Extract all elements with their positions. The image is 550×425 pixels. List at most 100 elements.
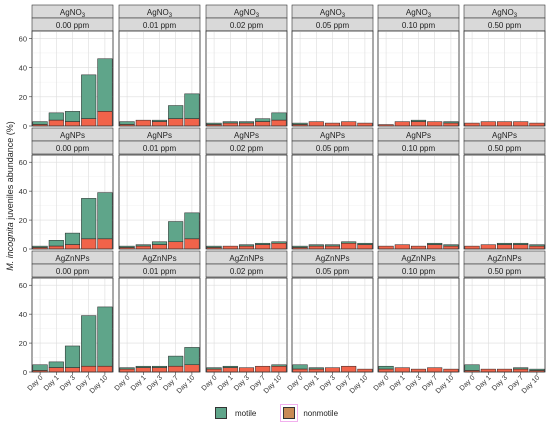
col-strip-label: 0.01 ppm bbox=[143, 144, 177, 153]
bar-nonmotile bbox=[513, 244, 529, 250]
panel-border bbox=[377, 154, 460, 250]
bar-nonmotile bbox=[255, 244, 271, 250]
bar-motile bbox=[32, 364, 48, 371]
panel: AgNO3 0.10 ppm bbox=[377, 4, 460, 127]
y-tick-label: 20 bbox=[19, 339, 27, 348]
bar-motile bbox=[378, 365, 394, 370]
bar-nonmotile bbox=[238, 122, 255, 127]
bar-nonmotile bbox=[151, 121, 168, 127]
panel-border bbox=[205, 30, 288, 127]
bar-nonmotile bbox=[324, 367, 341, 373]
row-strip-label: AgNO3 bbox=[492, 8, 518, 19]
col-strip bbox=[205, 263, 288, 278]
bar-nonmotile bbox=[151, 244, 168, 250]
col-strip-label: 0.10 ppm bbox=[402, 144, 436, 153]
bar-nonmotile bbox=[238, 245, 255, 250]
col-strip-label: 0.01 ppm bbox=[143, 267, 177, 276]
y-tick-label: 60 bbox=[19, 158, 27, 167]
col-strip bbox=[205, 140, 288, 155]
bar-motile bbox=[292, 364, 308, 370]
panel: AgZnNPs 0.50 ppm bbox=[463, 250, 546, 373]
bar-nonmotile bbox=[378, 245, 394, 250]
x-tick-label: Day 0 bbox=[27, 374, 45, 392]
x-tick-label: Day 0 bbox=[459, 374, 477, 392]
col-strip bbox=[118, 263, 201, 278]
x-tick-label: Day 0 bbox=[287, 374, 305, 392]
bar-nonmotile bbox=[48, 119, 64, 127]
x-tick-label: Day 3 bbox=[405, 374, 423, 392]
bar-nonmotile bbox=[513, 121, 529, 127]
col-strip-label: 0.02 ppm bbox=[230, 144, 264, 153]
bar-nonmotile bbox=[168, 118, 184, 127]
panel-border bbox=[31, 30, 114, 127]
bar-motile bbox=[48, 361, 64, 368]
chart-legend: motile nonmotile bbox=[0, 402, 550, 424]
bar-nonmotile bbox=[255, 365, 271, 373]
col-strip-label: 0.50 ppm bbox=[488, 144, 522, 153]
bar-nonmotile bbox=[271, 119, 287, 127]
col-strip-label: 0.05 ppm bbox=[316, 144, 350, 153]
bar-nonmotile bbox=[64, 244, 81, 250]
bar-nonmotile bbox=[443, 245, 459, 250]
panel-border bbox=[118, 30, 201, 127]
col-strip-label: 0.05 ppm bbox=[316, 267, 350, 276]
legend-label-nonmotile: nonmotile bbox=[303, 408, 339, 418]
bar-nonmotile bbox=[341, 121, 357, 127]
bar-nonmotile bbox=[496, 244, 513, 250]
bar-nonmotile bbox=[410, 368, 427, 373]
bar-motile bbox=[32, 121, 48, 125]
col-strip bbox=[118, 140, 201, 155]
x-tick-label: Day 10 bbox=[89, 374, 110, 395]
bar-nonmotile bbox=[308, 121, 324, 127]
y-tick-label: 20 bbox=[19, 216, 27, 225]
bar-nonmotile bbox=[222, 122, 238, 127]
bar-nonmotile bbox=[151, 367, 168, 373]
col-strip-label: 0.05 ppm bbox=[316, 21, 350, 30]
col-strip-label: 0.00 ppm bbox=[56, 21, 90, 30]
bar-motile bbox=[168, 105, 184, 119]
col-strip bbox=[377, 263, 460, 278]
bar-motile bbox=[81, 74, 97, 119]
row-strip-label: AgNPs bbox=[406, 131, 431, 140]
row-strip-label: AgZnNPs bbox=[229, 254, 263, 263]
bar-nonmotile bbox=[206, 368, 222, 373]
row-strip-label: AgNPs bbox=[492, 131, 517, 140]
x-tick-label: Day 0 bbox=[114, 374, 132, 392]
bar-motile bbox=[64, 345, 81, 368]
bar-nonmotile bbox=[308, 245, 324, 250]
col-strip-label: 0.01 ppm bbox=[143, 21, 177, 30]
bar-motile bbox=[255, 118, 271, 122]
col-strip-label: 0.50 ppm bbox=[488, 21, 522, 30]
bar-nonmotile bbox=[168, 241, 184, 250]
bar-nonmotile bbox=[222, 367, 238, 373]
bar-nonmotile bbox=[324, 122, 341, 127]
col-strip bbox=[291, 263, 374, 278]
panel: AgNO3 0.02 ppm bbox=[205, 4, 288, 127]
bar-nonmotile bbox=[427, 121, 443, 127]
legend-item-nonmotile: nonmotile bbox=[280, 404, 338, 422]
bar-motile bbox=[464, 364, 480, 371]
bar-nonmotile bbox=[271, 365, 287, 373]
bar-nonmotile bbox=[97, 111, 113, 127]
bar-nonmotile bbox=[464, 122, 480, 127]
bar-nonmotile bbox=[410, 245, 427, 250]
bar-motile bbox=[81, 198, 97, 240]
bar-nonmotile bbox=[427, 367, 443, 373]
bar-nonmotile bbox=[222, 245, 238, 250]
bar-nonmotile bbox=[271, 242, 287, 250]
bar-nonmotile bbox=[48, 367, 64, 373]
y-axis-title: M. incognita juveniles abundance (%) bbox=[5, 121, 15, 271]
bar-motile bbox=[48, 112, 64, 121]
bar-nonmotile bbox=[81, 365, 97, 373]
bar-nonmotile bbox=[410, 121, 427, 127]
bar-nonmotile bbox=[184, 238, 200, 250]
bar-motile bbox=[97, 306, 113, 367]
x-tick-label: Day 3 bbox=[319, 374, 337, 392]
x-tick-label: Day 10 bbox=[435, 374, 456, 395]
panel: AgNPs 0.05 ppm bbox=[291, 127, 374, 250]
bar-nonmotile bbox=[394, 121, 410, 127]
bar-nonmotile bbox=[64, 367, 81, 373]
bar-nonmotile bbox=[394, 244, 410, 250]
legend-label-motile: motile bbox=[234, 408, 257, 418]
bar-motile bbox=[97, 58, 113, 112]
